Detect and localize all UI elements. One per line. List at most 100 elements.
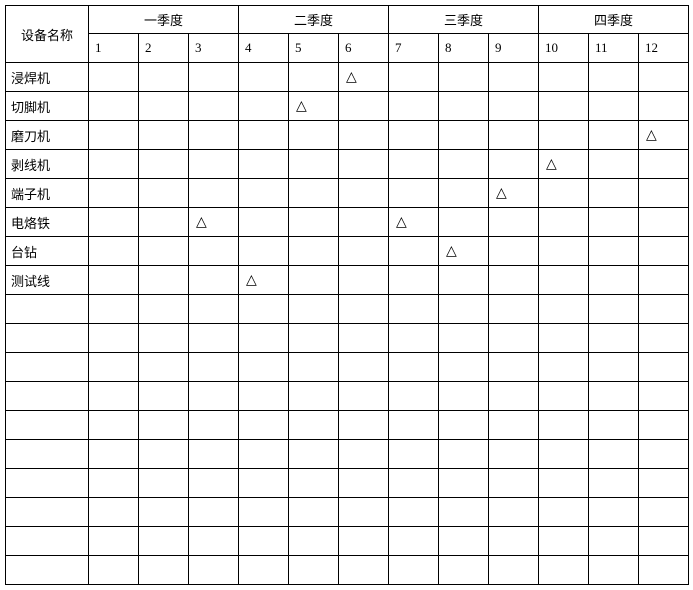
month-cell — [388, 265, 439, 295]
maintenance-mark-triangle-icon: △ — [538, 149, 589, 179]
month-cell — [238, 149, 289, 179]
month-cell — [88, 468, 139, 498]
month-cell — [388, 294, 439, 324]
month-cell — [488, 120, 539, 150]
month-cell — [238, 526, 289, 556]
month-cell — [638, 439, 689, 469]
month-cell — [388, 91, 439, 121]
table-row: 台钻 △ — [5, 236, 689, 266]
month-cell — [88, 149, 139, 179]
month-cell — [488, 62, 539, 92]
month-cell — [638, 468, 689, 498]
maintenance-mark-triangle-icon: △ — [338, 62, 389, 92]
month-cell — [338, 526, 389, 556]
month-cell — [388, 352, 439, 382]
month-cell — [588, 236, 639, 266]
month-cell — [488, 294, 539, 324]
month-cell — [288, 381, 339, 411]
table-row: 端子机 △ — [5, 178, 689, 208]
month-cell — [138, 207, 189, 237]
month-cell — [538, 497, 589, 527]
month-cell — [188, 497, 239, 527]
month-header: 4 — [238, 33, 289, 63]
month-cell — [538, 207, 589, 237]
month-cell — [238, 323, 289, 353]
month-cell — [288, 468, 339, 498]
month-cell — [288, 555, 339, 585]
maintenance-mark-triangle-icon: △ — [288, 91, 339, 121]
equipment-name-cell: 台钻 — [5, 236, 89, 266]
month-cell — [388, 381, 439, 411]
quarter-header-row: 设备名称 一季度 二季度 三季度 四季度 — [5, 5, 689, 63]
month-cell — [138, 149, 189, 179]
table-row — [5, 323, 689, 353]
month-cell — [588, 468, 639, 498]
month-cell — [538, 555, 589, 585]
month-cell — [588, 439, 639, 469]
month-cell — [288, 497, 339, 527]
month-cell — [638, 207, 689, 237]
month-cell — [538, 178, 589, 208]
month-cell — [388, 149, 439, 179]
month-cell — [188, 323, 239, 353]
month-cell — [488, 497, 539, 527]
table-row — [5, 381, 689, 411]
equipment-name-cell — [5, 323, 89, 353]
month-header: 7 — [388, 33, 439, 63]
month-cell — [438, 439, 489, 469]
month-cell — [588, 178, 639, 208]
month-cell — [488, 555, 539, 585]
month-cell — [538, 91, 589, 121]
month-cell — [638, 62, 689, 92]
month-header-row: 1 2 3 4 5 6 7 8 9 10 11 12 — [6, 33, 689, 63]
month-cell — [88, 294, 139, 324]
equipment-name-cell — [5, 497, 89, 527]
month-cell — [88, 555, 139, 585]
table-row: 剥线机 △ — [5, 149, 689, 179]
month-cell — [138, 323, 189, 353]
month-cell — [488, 352, 539, 382]
month-cell — [188, 91, 239, 121]
month-cell — [438, 207, 489, 237]
month-cell — [438, 294, 489, 324]
month-cell — [138, 62, 189, 92]
month-cell — [88, 323, 139, 353]
month-cell — [238, 178, 289, 208]
month-cell — [338, 352, 389, 382]
month-cell — [138, 178, 189, 208]
quarter-header: 二季度 — [238, 5, 389, 34]
month-cell — [438, 178, 489, 208]
month-cell — [88, 207, 139, 237]
month-cell — [438, 526, 489, 556]
month-cell — [538, 381, 589, 411]
month-cell — [188, 439, 239, 469]
month-cell — [338, 236, 389, 266]
month-cell — [88, 526, 139, 556]
equipment-name-cell — [5, 410, 89, 440]
month-cell — [438, 468, 489, 498]
month-cell — [238, 120, 289, 150]
month-cell — [338, 178, 389, 208]
equipment-name-cell: 浸焊机 — [5, 62, 89, 92]
month-cell — [338, 149, 389, 179]
month-cell — [188, 120, 239, 150]
month-cell — [188, 410, 239, 440]
month-cell — [588, 323, 639, 353]
month-cell — [138, 439, 189, 469]
month-cell — [88, 439, 139, 469]
month-cell — [638, 497, 689, 527]
month-cell — [438, 62, 489, 92]
month-cell — [138, 236, 189, 266]
month-cell — [88, 497, 139, 527]
month-cell — [588, 207, 639, 237]
month-cell — [588, 526, 639, 556]
month-cell — [188, 468, 239, 498]
month-cell — [388, 236, 439, 266]
month-cell — [288, 410, 339, 440]
month-cell — [138, 91, 189, 121]
month-cell — [388, 178, 439, 208]
equipment-name-cell: 测试线 — [5, 265, 89, 295]
month-header: 5 — [288, 33, 339, 63]
month-cell — [388, 62, 439, 92]
month-cell — [488, 439, 539, 469]
